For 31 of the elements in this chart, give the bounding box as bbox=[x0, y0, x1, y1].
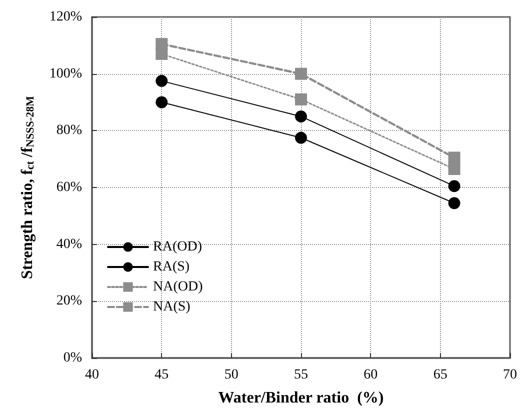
legend-label: NA(S) bbox=[153, 300, 191, 314]
point bbox=[156, 96, 168, 108]
legend-label: NA(OD) bbox=[153, 280, 204, 294]
point bbox=[295, 68, 307, 80]
x-tick-label: 65 bbox=[433, 368, 448, 382]
y-tick-label: 0% bbox=[63, 350, 82, 366]
point bbox=[295, 132, 307, 144]
y-tick-label: 120% bbox=[49, 10, 82, 24]
point bbox=[295, 93, 307, 106]
y-tick-label: 100% bbox=[49, 66, 82, 82]
y-tick-label: 20% bbox=[56, 294, 82, 309]
legend-label: RA(S) bbox=[153, 260, 190, 274]
x-tick-label: 70 bbox=[503, 368, 517, 382]
point bbox=[156, 38, 168, 50]
y-axis-title: Strength ratio, fct /fNSSS-28M bbox=[19, 95, 36, 280]
x-axis-title: Water/Binder ratio (%) bbox=[218, 390, 384, 406]
point bbox=[295, 110, 307, 122]
x-tick-label: 45 bbox=[154, 368, 169, 382]
point bbox=[448, 180, 460, 192]
legend-label: RA(OD) bbox=[153, 240, 202, 254]
y-tick-label: 80% bbox=[56, 123, 82, 138]
point bbox=[448, 197, 460, 210]
y-tick-label: 40% bbox=[56, 236, 82, 252]
x-tick-label: 60 bbox=[364, 368, 378, 382]
point bbox=[156, 74, 168, 87]
x-tick-label: 40 bbox=[85, 368, 99, 382]
y-tick-label: 60% bbox=[56, 180, 82, 195]
x-tick-label: 55 bbox=[294, 368, 308, 382]
x-tick-label: 50 bbox=[224, 368, 238, 382]
point bbox=[448, 163, 460, 176]
point bbox=[448, 152, 460, 164]
